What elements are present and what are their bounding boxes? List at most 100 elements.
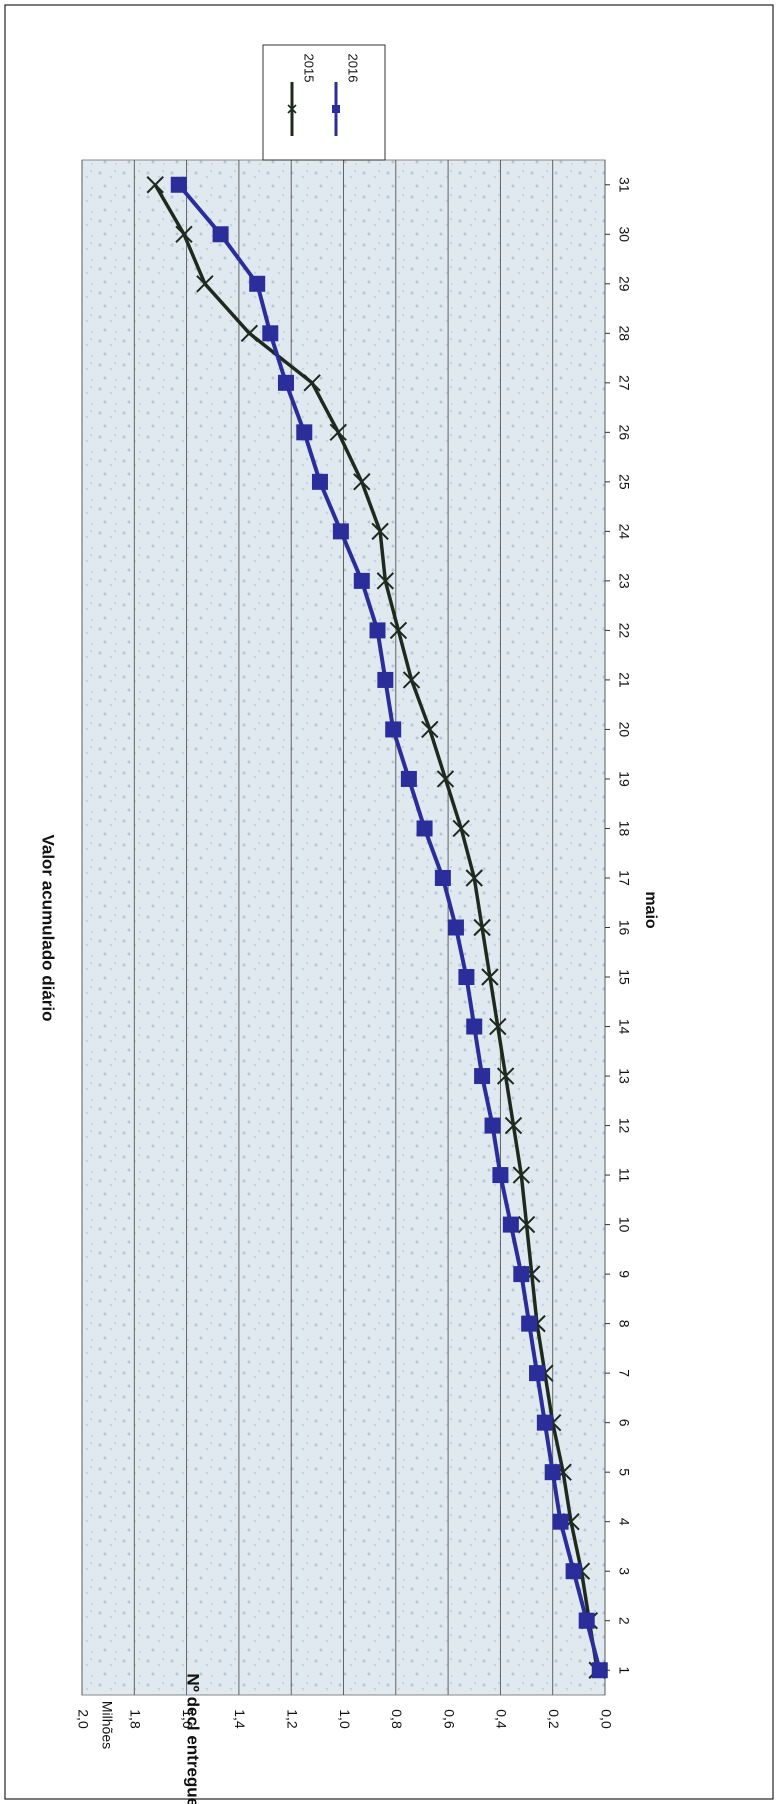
y-tick-label: 1,4 <box>232 1709 248 1729</box>
x-tick-label: 21 <box>616 672 632 688</box>
data-point <box>369 622 386 639</box>
data-point <box>504 1116 523 1135</box>
y-tick-label: 1,0 <box>337 1709 353 1729</box>
series-layer <box>146 176 608 1679</box>
data-point <box>416 820 433 837</box>
y-tick-label: 1,6 <box>180 1709 196 1729</box>
data-point <box>484 1117 501 1134</box>
data-point <box>421 720 439 739</box>
x-tick-label: 25 <box>616 474 632 490</box>
legend-label: 2015 <box>302 54 317 83</box>
x-tick-label: 11 <box>616 1168 632 1183</box>
x-tick-label: 5 <box>616 1468 632 1476</box>
x-tick-label: 15 <box>616 969 632 985</box>
data-point <box>578 1612 595 1629</box>
data-point <box>502 1216 519 1233</box>
data-point <box>512 1166 531 1184</box>
x-tick-label: 4 <box>616 1518 632 1526</box>
x-tick-label: 3 <box>616 1567 632 1575</box>
data-point <box>473 918 491 937</box>
data-point <box>465 869 483 887</box>
data-point <box>249 275 266 292</box>
x-tick-label: 7 <box>616 1369 632 1377</box>
x-tick-label: 9 <box>616 1270 632 1278</box>
data-point <box>212 226 229 243</box>
data-point <box>591 1662 608 1679</box>
x-tick-label: 8 <box>616 1320 632 1328</box>
data-point <box>513 1266 530 1283</box>
data-point <box>377 671 394 688</box>
data-point <box>544 1464 561 1481</box>
data-point <box>496 1067 515 1085</box>
y-tick-label: 2,0 <box>75 1709 91 1729</box>
y-axis-unit: Milhões <box>99 1701 115 1749</box>
data-point <box>376 572 395 590</box>
data-point <box>529 1365 546 1382</box>
data-point <box>481 968 499 986</box>
y-tick-label: 0,0 <box>598 1709 614 1729</box>
y-tick-label: 0,2 <box>546 1709 562 1729</box>
series-2016 <box>170 176 608 1679</box>
chart-frame <box>4 4 774 1800</box>
data-point <box>240 324 259 343</box>
x-tick-label: 14 <box>616 1019 632 1035</box>
x-axis-label: maio <box>642 891 659 929</box>
data-point <box>332 523 349 540</box>
data-point <box>371 522 389 541</box>
x-tick-label: 1 <box>616 1666 632 1674</box>
x-tick-label: 28 <box>616 326 632 342</box>
data-point <box>175 225 193 243</box>
data-point <box>170 176 187 193</box>
legend: 2015 2016 <box>262 44 386 161</box>
data-point <box>262 325 279 342</box>
tick-labels: 0,00,20,40,60,81,01,21,41,61,82,01234567… <box>75 177 632 1729</box>
data-point <box>492 1167 509 1184</box>
data-point <box>277 374 294 391</box>
data-point <box>311 473 328 490</box>
grid-lines <box>81 160 606 1695</box>
x-tick-label: 12 <box>616 1118 632 1134</box>
x-tick-label: 13 <box>616 1068 632 1084</box>
x-tick-label: 16 <box>616 920 632 936</box>
data-point <box>466 1018 483 1035</box>
y-tick-label: 1,2 <box>284 1709 300 1729</box>
data-point <box>489 1017 507 1036</box>
x-tick-label: 24 <box>616 524 632 540</box>
data-point <box>521 1315 538 1332</box>
x-tick-label: 2 <box>616 1617 632 1625</box>
data-point <box>536 1414 553 1431</box>
y-tick-label: 1,8 <box>128 1709 144 1729</box>
x-tick-label: 10 <box>616 1217 632 1233</box>
data-point <box>353 572 370 589</box>
data-point <box>400 770 417 787</box>
data-point <box>402 671 421 689</box>
data-point <box>389 621 408 640</box>
data-point <box>458 969 475 986</box>
data-point <box>517 1215 536 1234</box>
data-point <box>385 721 402 738</box>
data-point <box>146 176 164 194</box>
x-tick-label: 22 <box>616 623 632 639</box>
data-point <box>474 1068 491 1085</box>
x-tick-label: 23 <box>616 573 632 589</box>
data-point <box>329 423 347 442</box>
data-point <box>353 473 371 491</box>
y-tick-label: 0,4 <box>494 1709 510 1729</box>
x-tick-label: 27 <box>616 375 632 391</box>
y-tick-label: 0,6 <box>441 1709 457 1729</box>
legend-label: 2016 <box>346 54 361 83</box>
data-point <box>434 869 451 886</box>
x-tick-label: 20 <box>616 722 632 738</box>
data-point <box>552 1513 569 1530</box>
data-point <box>447 919 464 936</box>
x-tick-label: 17 <box>616 870 632 886</box>
x-tick-label: 31 <box>616 177 632 193</box>
data-point <box>565 1563 582 1580</box>
data-point <box>196 275 214 293</box>
data-point <box>296 424 313 441</box>
x-tick-label: 26 <box>616 425 632 441</box>
x-tick-label: 18 <box>616 821 632 837</box>
chart-title: Valor acumulado diário <box>39 834 58 1021</box>
legend-marker <box>287 104 297 114</box>
